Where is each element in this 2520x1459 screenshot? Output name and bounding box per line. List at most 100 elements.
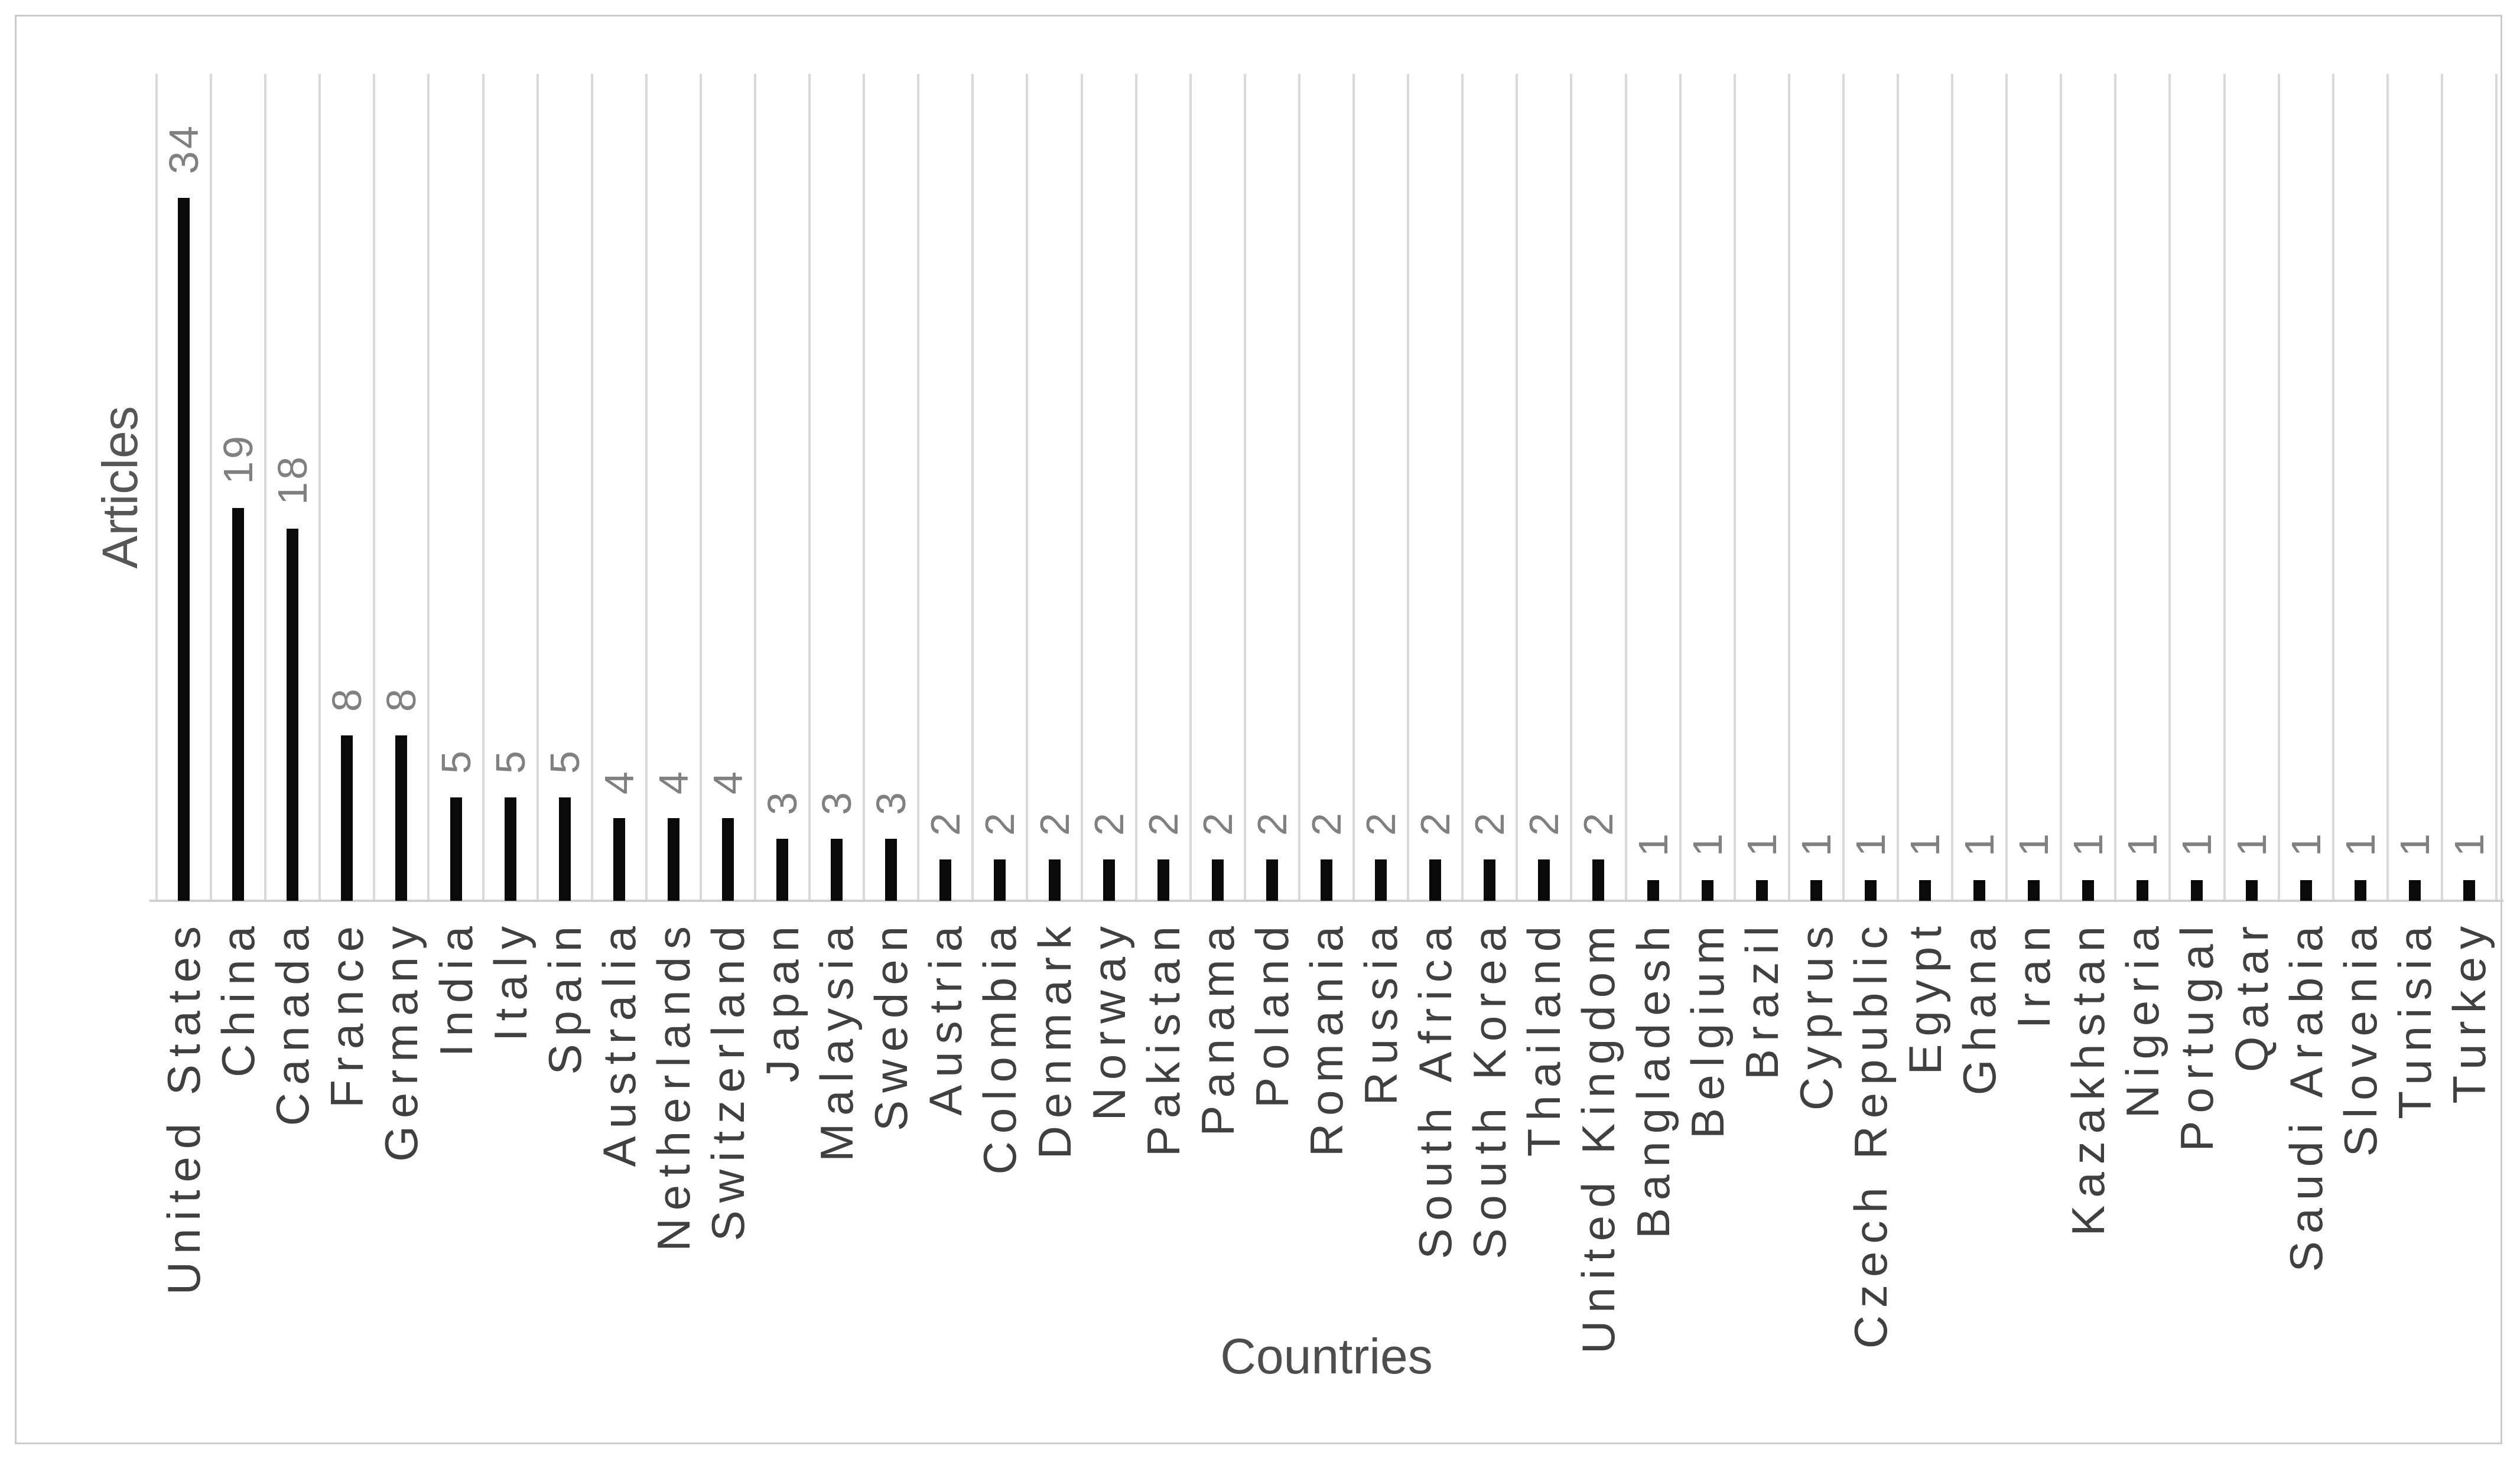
category-label-germany: Germany [375,919,428,1162]
bar-australia [613,818,625,901]
value-label-netherlands: 4 [650,769,697,794]
value-label-romania: 2 [1303,810,1350,836]
gridline [2005,74,2008,901]
gridline [373,74,376,901]
gridline [2440,74,2443,901]
bar-romania [1321,859,1332,901]
value-label-iran: 1 [2011,831,2057,856]
gridline [1134,74,1137,901]
bar-qatar [2245,880,2258,901]
gridline [917,74,920,901]
bar-cyprus [1810,880,1822,901]
value-label-united-states: 34 [161,123,207,174]
gridline [2114,74,2117,901]
value-label-thailand: 2 [1521,810,1568,836]
category-label-italy: Italy [484,919,536,1042]
category-label-canada: Canada [266,919,319,1126]
bar-south-korea [1484,859,1496,901]
gridline [427,74,430,901]
gridline [1298,74,1300,901]
category-label-india: India [430,919,482,1057]
category-label-thailand: Thailand [1518,919,1570,1157]
bar-thailand [1538,859,1550,901]
bar-czech-republic [1864,880,1877,901]
bar-iran [2028,880,2040,901]
y-axis-title: Articles [92,406,148,569]
gridline [1461,74,1464,901]
category-label-south-africa: South Africa [1409,919,1462,1259]
category-label-bangladesh: Bangladesh [1627,919,1679,1239]
bar-netherlands [667,818,679,901]
bar-egypt [1919,880,1932,901]
value-label-kazakhstan: 1 [2065,831,2112,856]
bar-russia [1375,859,1387,901]
value-label-japan: 3 [759,790,806,815]
bar-india [450,797,462,901]
gridline [808,74,811,901]
value-label-south-africa: 2 [1412,810,1459,836]
category-label-nigeria: Nigeria [2116,919,2169,1119]
bar-belgium [1701,880,1713,901]
gridline [2168,74,2171,901]
value-label-sweden: 3 [868,790,915,815]
bar-nigeria [2137,880,2149,901]
gridline [1189,74,1192,901]
value-label-india: 5 [433,748,479,774]
gridline [1624,74,1627,901]
gridline [1842,74,1845,901]
value-label-slovenia: 1 [2337,831,2384,856]
category-label-poland: Poland [1246,919,1298,1108]
value-label-china: 19 [215,434,262,484]
bar-austria [939,859,952,901]
bar-united-kingdom [1592,859,1605,901]
gridline [1407,74,1410,901]
gridline [1243,74,1246,901]
value-label-switzerland: 4 [704,769,751,794]
bar-china [232,508,245,901]
gridline [590,74,593,901]
x-axis-title: Countries [1220,1328,1433,1384]
gridline [1896,74,1899,901]
category-label-turkey: Turkey [2443,919,2495,1104]
bar-germany [395,735,408,901]
gridline [1787,74,1790,901]
value-label-ghana: 1 [1956,831,2003,856]
bar-malaysia [831,839,843,901]
value-label-colombia: 2 [977,810,1023,836]
value-label-france: 8 [324,686,370,712]
bar-ghana [1973,880,1986,901]
bar-united-states [178,198,190,901]
value-label-austria: 2 [922,810,969,836]
category-label-belgium: Belgium [1681,919,1734,1139]
category-label-portugal: Portugal [2171,919,2223,1152]
gridline [1516,74,1518,901]
bar-south-africa [1429,859,1442,901]
gridline [2332,74,2334,901]
category-label-pakistan: Pakistan [1137,919,1189,1157]
value-label-bangladesh: 1 [1630,831,1676,856]
bar-bangladesh [1647,880,1659,901]
value-label-egypt: 1 [1902,831,1949,856]
category-label-china: China [212,919,265,1077]
value-label-pakistan: 2 [1140,810,1186,836]
category-label-norway: Norway [1082,919,1135,1121]
category-label-iran: Iran [2008,919,2060,1029]
value-label-denmark: 2 [1031,810,1078,836]
category-label-cyprus: Cyprus [1790,919,1842,1111]
gridline [1352,74,1355,901]
gridline [536,74,539,901]
category-label-kazakhstan: Kazakhstan [2062,919,2115,1236]
gridline [1570,74,1573,901]
bar-italy [504,797,516,901]
bar-switzerland [721,818,734,901]
value-label-south-korea: 2 [1467,810,1513,836]
value-label-spain: 5 [541,748,588,774]
bar-turkey [2463,880,2475,901]
category-label-slovenia: Slovenia [2334,919,2386,1157]
value-label-panama: 2 [1194,810,1241,836]
gridline [2277,74,2280,901]
category-label-netherlands: Netherlands [647,919,700,1252]
category-label-south-korea: South Korea [1464,919,1516,1259]
value-label-united-kingdom: 2 [1575,810,1622,836]
gridline [1951,74,1954,901]
